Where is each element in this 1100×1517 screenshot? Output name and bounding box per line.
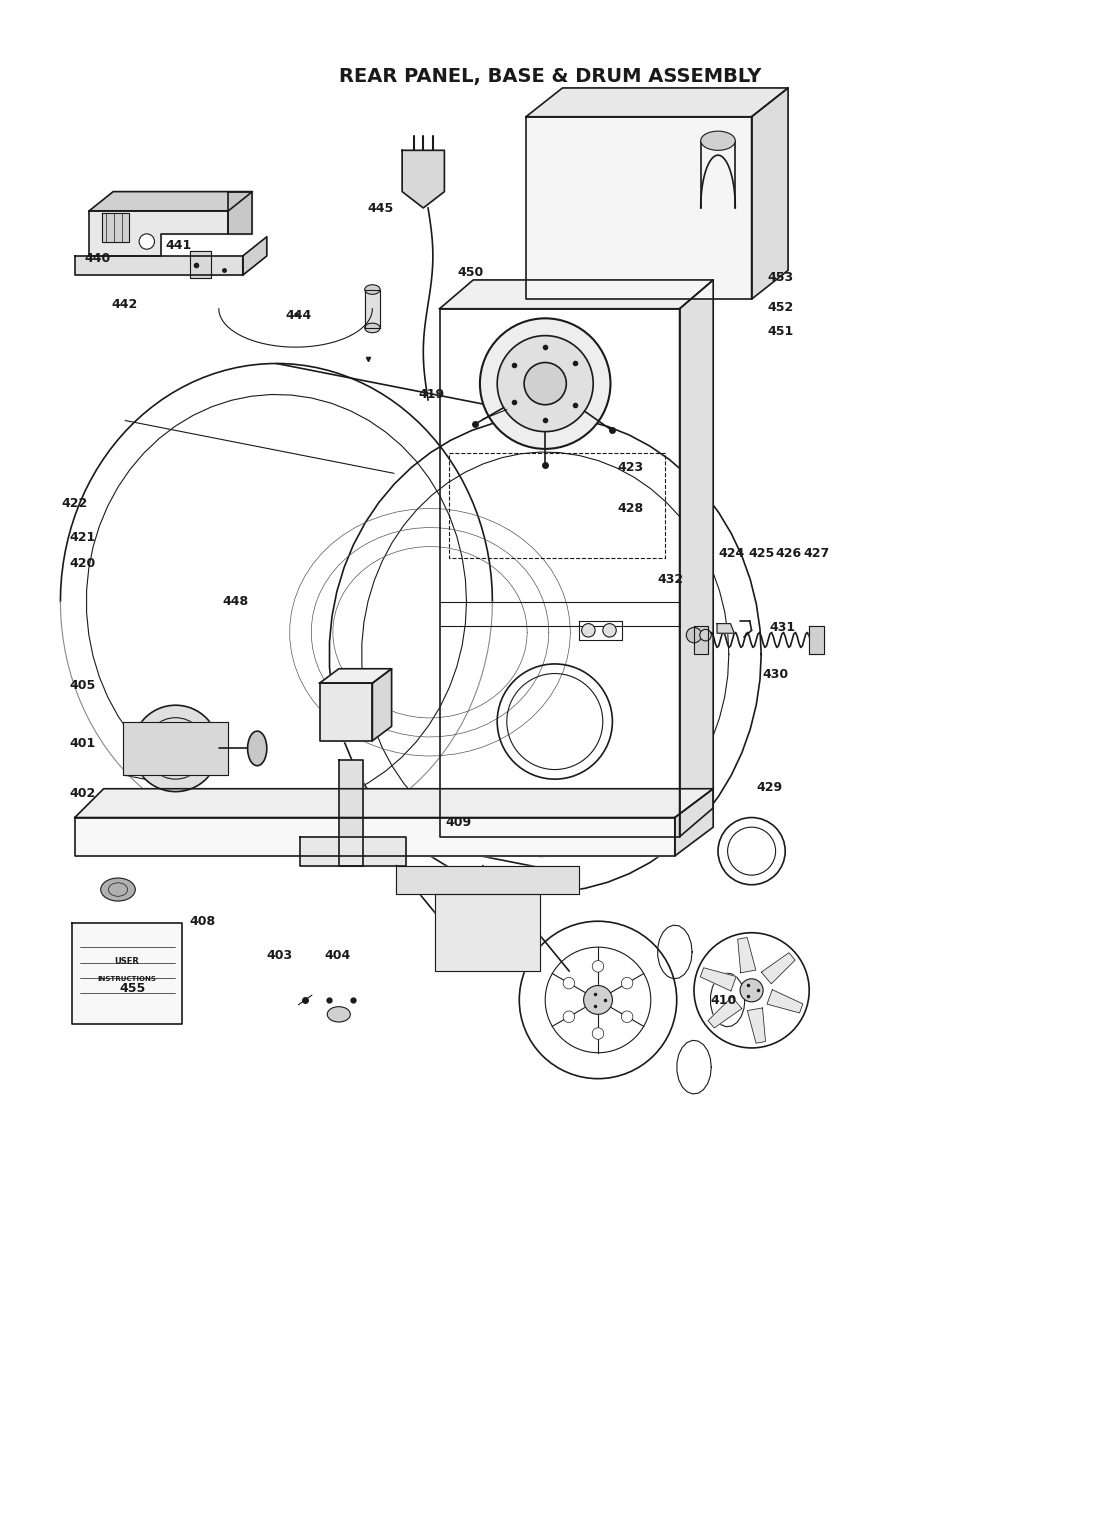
Polygon shape bbox=[75, 818, 674, 856]
Polygon shape bbox=[708, 997, 741, 1029]
Text: 452: 452 bbox=[767, 300, 793, 314]
Text: REAR PANEL, BASE & DRUM ASSEMBLY: REAR PANEL, BASE & DRUM ASSEMBLY bbox=[339, 67, 761, 86]
Polygon shape bbox=[694, 625, 708, 654]
Text: 442: 442 bbox=[111, 297, 138, 311]
Ellipse shape bbox=[497, 335, 593, 432]
Polygon shape bbox=[717, 623, 735, 633]
Text: 441: 441 bbox=[165, 240, 191, 252]
Ellipse shape bbox=[162, 734, 190, 763]
Text: 426: 426 bbox=[776, 546, 802, 560]
Polygon shape bbox=[738, 938, 756, 972]
Text: 405: 405 bbox=[69, 680, 96, 692]
Polygon shape bbox=[89, 191, 252, 211]
Ellipse shape bbox=[686, 628, 702, 643]
Text: 451: 451 bbox=[767, 325, 793, 338]
Ellipse shape bbox=[563, 1010, 574, 1022]
Polygon shape bbox=[89, 211, 229, 256]
Ellipse shape bbox=[328, 1007, 350, 1022]
Polygon shape bbox=[320, 683, 373, 740]
Polygon shape bbox=[75, 256, 243, 275]
Ellipse shape bbox=[480, 319, 611, 449]
Ellipse shape bbox=[365, 285, 381, 294]
Text: 421: 421 bbox=[69, 531, 96, 543]
Text: 409: 409 bbox=[446, 816, 471, 830]
Ellipse shape bbox=[365, 323, 381, 332]
Text: INSTRUCTIONS: INSTRUCTIONS bbox=[97, 975, 156, 981]
Text: 450: 450 bbox=[458, 265, 484, 279]
Text: 427: 427 bbox=[803, 546, 829, 560]
Text: 410: 410 bbox=[711, 994, 736, 1007]
Ellipse shape bbox=[524, 363, 567, 405]
Polygon shape bbox=[751, 88, 788, 299]
Ellipse shape bbox=[582, 623, 595, 637]
Text: USER: USER bbox=[114, 957, 139, 966]
Polygon shape bbox=[767, 989, 803, 1013]
Polygon shape bbox=[243, 237, 267, 275]
Ellipse shape bbox=[132, 705, 219, 792]
Text: 448: 448 bbox=[222, 595, 249, 608]
Ellipse shape bbox=[701, 130, 735, 150]
Polygon shape bbox=[526, 88, 788, 117]
Polygon shape bbox=[339, 760, 363, 866]
Text: 403: 403 bbox=[266, 948, 293, 962]
Polygon shape bbox=[72, 924, 183, 1024]
Polygon shape bbox=[680, 281, 713, 837]
Text: 422: 422 bbox=[62, 498, 88, 510]
Polygon shape bbox=[320, 669, 392, 683]
Ellipse shape bbox=[700, 630, 712, 640]
Text: 444: 444 bbox=[286, 309, 311, 322]
Polygon shape bbox=[101, 212, 129, 241]
Text: 445: 445 bbox=[367, 202, 394, 214]
Ellipse shape bbox=[621, 977, 632, 989]
Text: 401: 401 bbox=[69, 737, 96, 751]
Polygon shape bbox=[526, 117, 751, 299]
Polygon shape bbox=[403, 150, 444, 208]
Ellipse shape bbox=[563, 977, 574, 989]
Polygon shape bbox=[365, 290, 381, 328]
Ellipse shape bbox=[248, 731, 267, 766]
Text: 429: 429 bbox=[757, 781, 783, 793]
Text: 408: 408 bbox=[189, 915, 216, 928]
Polygon shape bbox=[761, 953, 795, 985]
Polygon shape bbox=[300, 837, 406, 866]
Polygon shape bbox=[674, 789, 713, 856]
Text: 424: 424 bbox=[718, 546, 745, 560]
Text: 428: 428 bbox=[617, 502, 643, 514]
Polygon shape bbox=[747, 1007, 766, 1044]
Text: 402: 402 bbox=[69, 787, 96, 799]
Text: 453: 453 bbox=[767, 272, 793, 284]
Polygon shape bbox=[701, 968, 736, 991]
Text: 419: 419 bbox=[419, 388, 444, 400]
Polygon shape bbox=[440, 281, 713, 309]
Polygon shape bbox=[373, 669, 392, 740]
Text: 404: 404 bbox=[324, 948, 351, 962]
Polygon shape bbox=[229, 191, 252, 234]
Text: 430: 430 bbox=[763, 667, 789, 681]
Ellipse shape bbox=[584, 986, 613, 1015]
Text: 432: 432 bbox=[658, 573, 683, 586]
Polygon shape bbox=[190, 252, 211, 278]
Polygon shape bbox=[434, 895, 540, 971]
Polygon shape bbox=[75, 789, 713, 818]
Text: 420: 420 bbox=[69, 557, 96, 570]
Text: 423: 423 bbox=[617, 461, 643, 473]
Ellipse shape bbox=[621, 1010, 632, 1022]
Ellipse shape bbox=[740, 978, 763, 1001]
Ellipse shape bbox=[139, 234, 154, 249]
Polygon shape bbox=[123, 722, 229, 775]
Ellipse shape bbox=[101, 878, 135, 901]
Ellipse shape bbox=[592, 960, 604, 972]
Text: 455: 455 bbox=[120, 981, 146, 995]
Polygon shape bbox=[396, 866, 579, 895]
Ellipse shape bbox=[592, 1029, 604, 1039]
Text: 425: 425 bbox=[748, 546, 774, 560]
Text: 431: 431 bbox=[769, 620, 795, 634]
Polygon shape bbox=[810, 625, 824, 654]
Ellipse shape bbox=[603, 623, 616, 637]
Text: 440: 440 bbox=[85, 252, 111, 265]
